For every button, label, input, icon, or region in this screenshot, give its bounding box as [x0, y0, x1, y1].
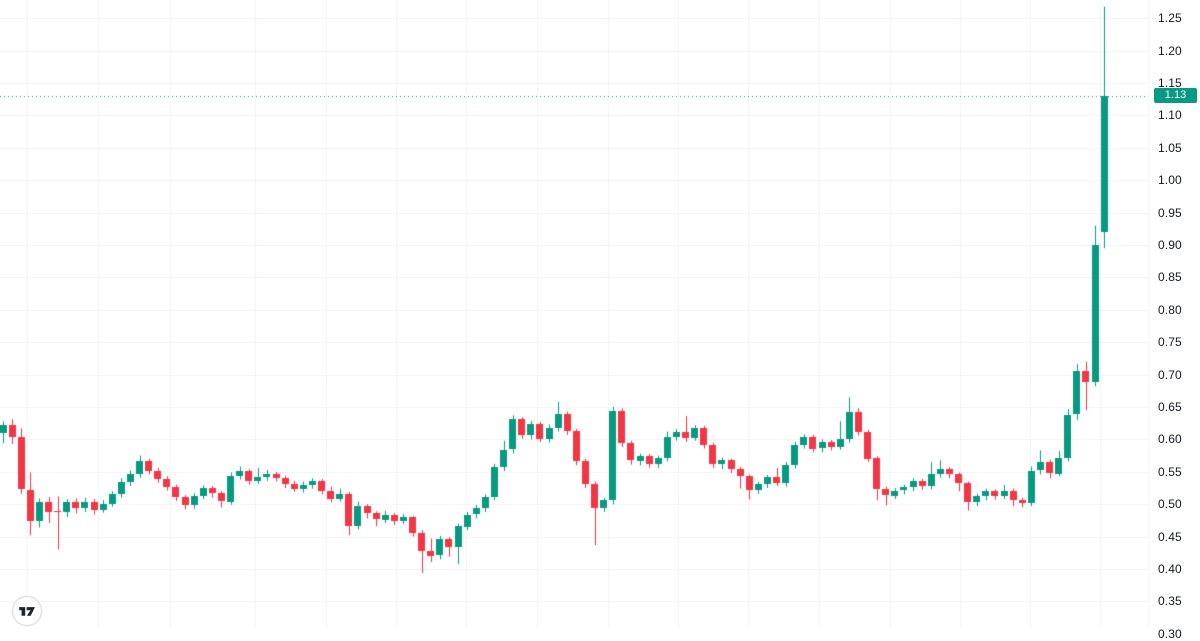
price-tick-label: 0.35 — [1158, 594, 1182, 609]
price-tick-label: 1.05 — [1158, 140, 1182, 155]
price-tick-label: 1.00 — [1158, 173, 1182, 188]
price-tick-label: 0.70 — [1158, 367, 1182, 382]
price-tick-label: 1.15 — [1158, 76, 1182, 90]
price-tick-label: 1.10 — [1158, 108, 1182, 123]
tradingview-icon — [11, 595, 43, 627]
price-tick-label: 0.60 — [1158, 432, 1182, 447]
price-tick-label: 0.75 — [1158, 335, 1182, 350]
price-tick-label: 0.45 — [1158, 529, 1182, 544]
price-tick-label: 0.95 — [1158, 205, 1182, 220]
price-tick-label: 0.50 — [1158, 497, 1182, 512]
price-tick-label: 0.40 — [1158, 562, 1182, 576]
price-axis[interactable]: 1.13 1.25 1.20 1.15 1.10 1.05 1.00 0.95 0.90 0.8… — [1148, 0, 1200, 641]
price-tick-label: 0.80 — [1158, 302, 1182, 317]
price-tick-label: 0.55 — [1158, 464, 1182, 479]
price-tick-label: 1.25 — [1158, 11, 1182, 26]
last-price-badge: 1.13 — [1154, 88, 1197, 104]
price-tick-label: 1.20 — [1158, 43, 1182, 58]
price-tick-label: 0.65 — [1158, 400, 1182, 414]
chart-plot-area[interactable] — [0, 0, 1148, 628]
price-tick-label: 0.90 — [1158, 238, 1182, 252]
price-tick-label: 0.30 — [1158, 626, 1182, 641]
tradingview-logo-button[interactable] — [11, 595, 43, 627]
price-tick-label: 0.85 — [1158, 270, 1182, 285]
